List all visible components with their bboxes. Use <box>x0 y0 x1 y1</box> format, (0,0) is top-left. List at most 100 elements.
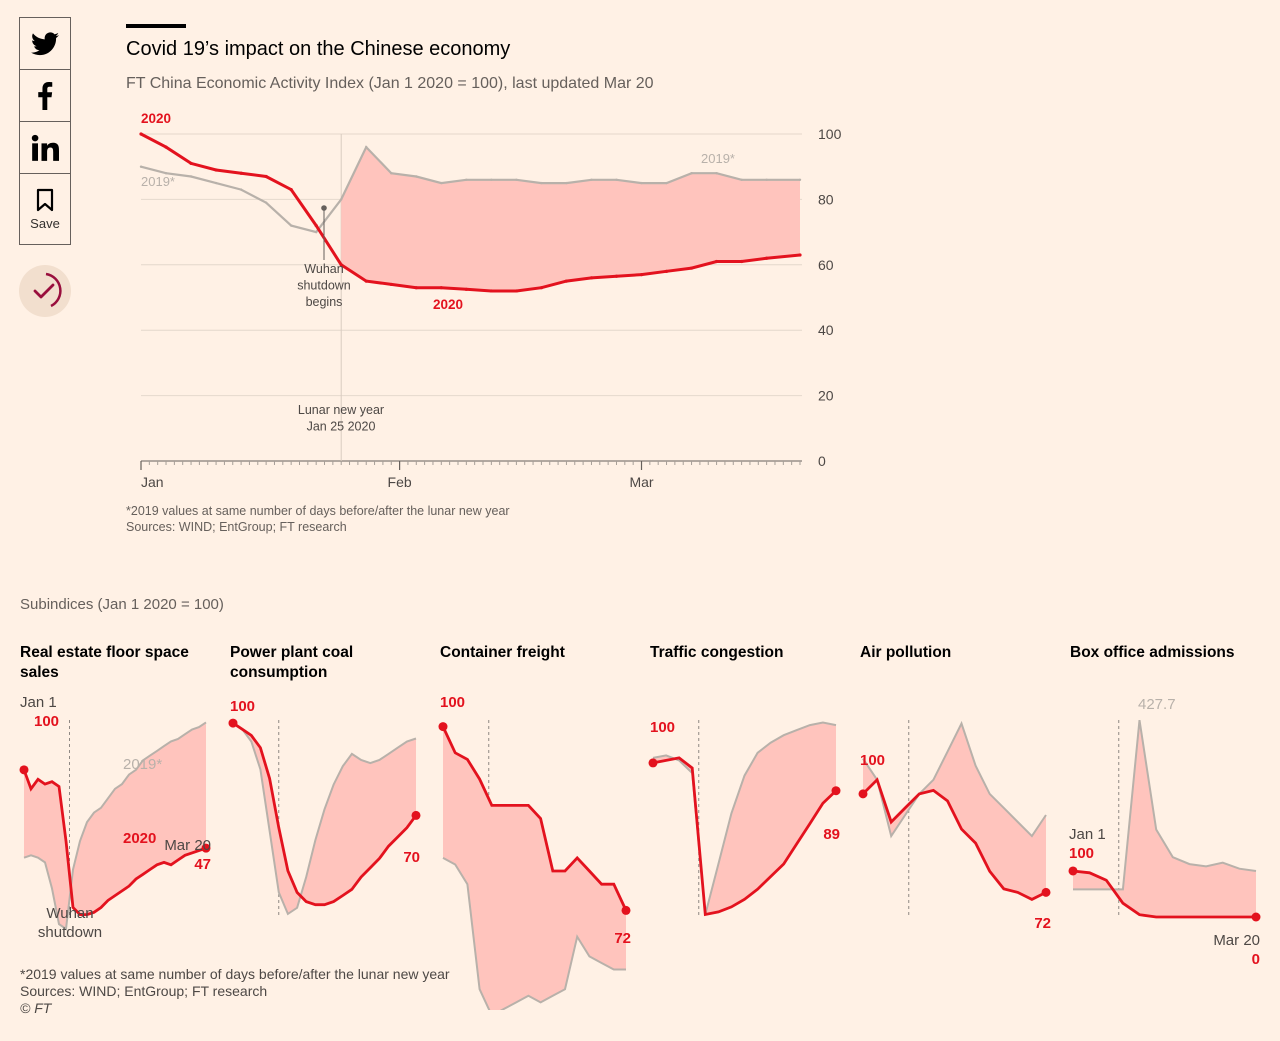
start-value-label: 100 <box>1069 845 1094 862</box>
y-tick-label: 80 <box>818 191 834 207</box>
start-value-label: 100 <box>230 698 255 715</box>
end-date-label: Mar 20 <box>1213 932 1260 949</box>
point-2020 <box>539 286 544 290</box>
main-line-chart: 0 20 40 60 80 100 Jan Feb Mar 2020 2019* 2019* 2020… <box>139 111 842 490</box>
point-2019 <box>189 175 193 178</box>
wuhan-annotation: begins <box>306 295 343 309</box>
wuhan-annotation: shutdown <box>297 279 351 293</box>
point-2020 <box>689 266 694 270</box>
gap-area <box>24 722 206 929</box>
share-toolbar: Save <box>19 17 71 245</box>
end-value-label: 47 <box>194 856 211 873</box>
point-2019 <box>798 178 802 181</box>
point-2019 <box>214 181 218 185</box>
point-2019 <box>690 172 693 175</box>
label-2020-mid: 2020 <box>433 297 463 312</box>
point-2019 <box>365 145 368 149</box>
point-2019 <box>415 175 418 178</box>
end-date-label: Mar 20 <box>164 837 211 854</box>
point-2019 <box>740 178 743 181</box>
point-2019 <box>590 178 593 181</box>
main-footnote: *2019 values at same number of days befo… <box>126 504 510 518</box>
linkedin-share-button[interactable] <box>19 121 71 173</box>
end-marker <box>411 810 421 820</box>
twitter-share-button[interactable] <box>19 17 71 69</box>
event-label: shutdown <box>38 924 102 941</box>
subindices-heading: Subindices (Jan 1 2020 = 100) <box>20 596 224 613</box>
series-2020-line <box>441 726 628 911</box>
gap-area <box>653 722 836 915</box>
point-2020 <box>389 282 393 287</box>
panel-coal: 100 70 <box>228 698 421 917</box>
point-2019 <box>765 178 768 181</box>
point-2019 <box>515 178 518 181</box>
point-2020 <box>765 256 769 260</box>
point-2020 <box>289 187 293 192</box>
point-2019 <box>465 178 468 181</box>
series-2020-line <box>862 777 1047 901</box>
x-tick-label: Mar <box>629 474 653 490</box>
event-label: Wuhan <box>46 905 93 922</box>
series-2020-line <box>22 769 207 916</box>
y-tick-label: 60 <box>818 257 834 273</box>
lunar-annotation: Lunar new year <box>298 403 384 417</box>
point-2019 <box>289 224 293 227</box>
panel-real-estate: Jan 1 100 2019* 2020 Mar 20 47 Wuhan shutdown <box>19 694 211 941</box>
series-2019-line <box>442 857 626 1010</box>
save-label: Save <box>30 215 60 231</box>
point-2019 <box>615 178 618 181</box>
panel-title-traffic: Traffic congestion <box>650 644 784 661</box>
y-tick-label: 40 <box>818 322 834 338</box>
end-marker <box>1251 912 1261 922</box>
facebook-share-button[interactable] <box>19 69 71 121</box>
point-2019 <box>390 172 393 175</box>
x-tick-label: Jan <box>141 474 164 490</box>
point-2020 <box>464 287 468 291</box>
save-button[interactable]: Save <box>19 173 71 245</box>
point-2020 <box>798 253 802 257</box>
wuhan-annotation: Wuhan <box>304 262 343 276</box>
point-2020 <box>239 171 243 175</box>
peak-value-label: 427.7 <box>1138 696 1176 713</box>
series-2019-line <box>862 720 1047 839</box>
start-date-label: Jan 1 <box>1069 826 1106 843</box>
title-rule <box>126 24 186 28</box>
series-2019-line <box>23 721 207 931</box>
twitter-icon <box>31 31 59 55</box>
point-2020 <box>139 132 143 136</box>
label-2019-start: 2019* <box>141 174 175 189</box>
copyright: © FT <box>20 1000 52 1016</box>
panel-title-coal: Power plant coal consumption <box>230 644 354 681</box>
series-2019-line <box>652 721 837 915</box>
series-2020-line <box>652 756 837 917</box>
point-2019 <box>340 198 343 201</box>
point-2019 <box>715 172 718 175</box>
point-2020 <box>614 274 619 278</box>
x-tick-label: Feb <box>388 474 412 490</box>
start-marker <box>648 758 658 768</box>
point-2020 <box>439 286 443 290</box>
point-2019 <box>239 188 243 191</box>
point-2020 <box>564 279 569 283</box>
panel-title-air: Air pollution <box>860 644 952 661</box>
subindex-charts: Jan 1 100 2019* 2020 Mar 20 47 Wuhan shutdown 10… <box>19 694 1261 1010</box>
point-2020 <box>264 174 268 179</box>
point-2020 <box>514 289 518 293</box>
bottom-footnote: *2019 values at same number of days befo… <box>20 966 450 982</box>
point-2019 <box>665 181 668 185</box>
end-value-label: 70 <box>403 849 420 866</box>
end-marker <box>831 786 841 796</box>
mark-as-read-button[interactable] <box>19 265 71 317</box>
end-value-label: 0 <box>1252 951 1260 968</box>
main-sources: Sources: WIND; EntGroup; FT research <box>126 520 347 534</box>
end-value-label: 72 <box>1034 915 1051 932</box>
point-2019 <box>490 178 493 181</box>
start-value-label: 100 <box>650 719 675 736</box>
point-2019 <box>264 201 268 204</box>
gap-area <box>863 723 1046 900</box>
y-tick-label: 20 <box>818 388 834 404</box>
end-marker <box>621 905 631 915</box>
point-2020 <box>214 168 218 172</box>
panel-title-freight: Container freight <box>440 644 565 661</box>
facebook-icon <box>38 81 53 110</box>
